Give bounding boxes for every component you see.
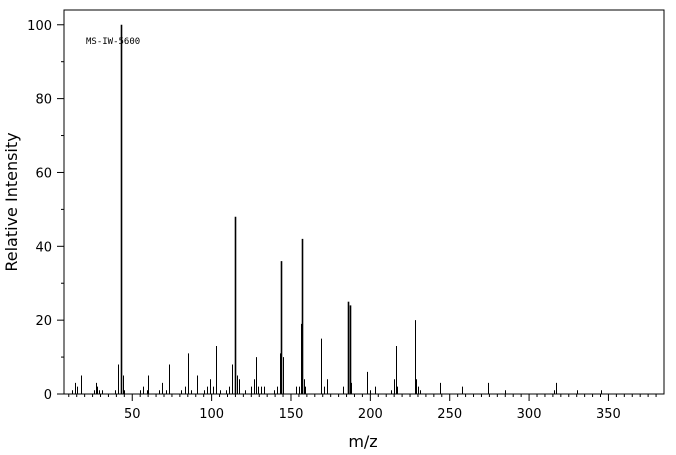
y-tick-label: 40	[35, 240, 52, 255]
x-axis-title: m/z	[348, 432, 377, 451]
y-axis-ticks: 0 20 40 60 80 100	[27, 19, 64, 403]
y-tick-label: 80	[35, 93, 52, 108]
spectrum-peaks	[72, 24, 602, 394]
minor-tick-marks	[61, 61, 657, 397]
y-tick-label: 60	[35, 166, 52, 181]
x-tick-label: 100	[199, 407, 224, 422]
y-axis-title: Relative Intensity	[2, 132, 21, 271]
x-tick-label: 150	[279, 407, 304, 422]
x-tick-label: 50	[124, 407, 141, 422]
x-tick-label: 300	[517, 407, 542, 422]
plot-frame	[63, 9, 665, 395]
x-tick-label: 250	[437, 407, 462, 422]
y-tick-label: 0	[44, 388, 52, 403]
y-tick-label: 100	[27, 19, 52, 34]
y-tick-label: 20	[35, 314, 52, 329]
x-axis-ticks: 50 100 150 200 250 300 350	[124, 394, 621, 422]
x-tick-label: 200	[358, 407, 383, 422]
x-tick-label: 350	[596, 407, 621, 422]
spectrum-annotation: MS-IW-5600	[86, 37, 140, 47]
